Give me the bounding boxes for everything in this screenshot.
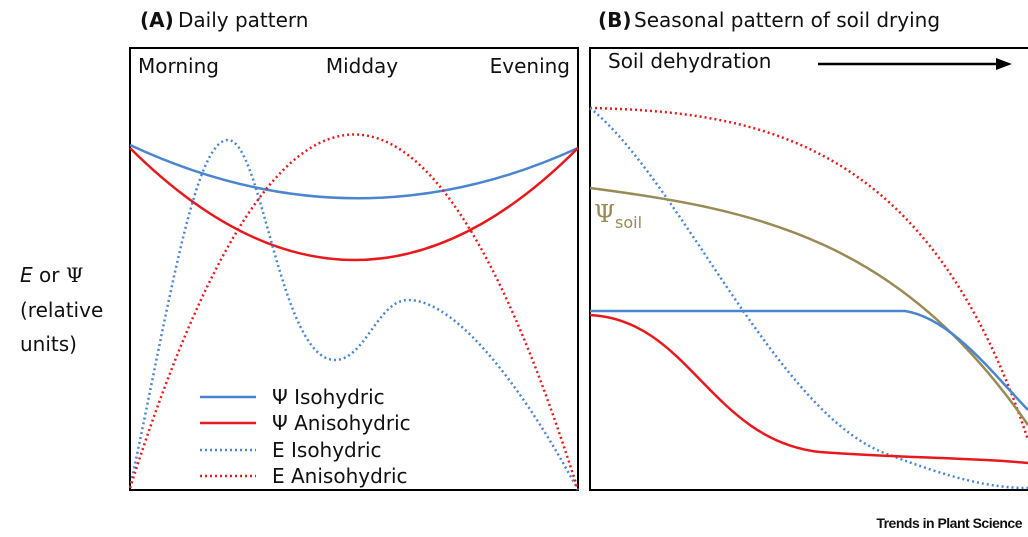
legend-label: E Anisohydric <box>272 464 408 488</box>
curve-psi-iso <box>129 143 579 200</box>
curve-psi-iso <box>590 309 1028 411</box>
legend-label: E Isohydric <box>272 438 382 462</box>
time-label: Morning <box>138 54 219 78</box>
legend-label: Ψ Anisohydric <box>272 411 411 435</box>
curve-e-iso <box>589 107 1028 490</box>
y-label: E or Ψ <box>20 263 83 287</box>
curve-psi-soil <box>589 186 1028 426</box>
curve-e-aniso <box>589 106 1028 441</box>
curve-psi-aniso <box>589 313 1028 465</box>
curve-psi-aniso <box>129 147 579 262</box>
panel-letter: (B) <box>598 8 632 32</box>
time-label: Evening <box>490 54 570 78</box>
curve-e-aniso <box>128 133 580 491</box>
y-label-line: (relative <box>20 298 103 322</box>
y-label-line: units) <box>20 332 77 356</box>
y-label-or: or <box>39 263 60 287</box>
panel-letter: (A) <box>140 8 174 32</box>
arrow-head <box>996 58 1012 70</box>
panel-title: Seasonal pattern of soil drying <box>634 8 940 32</box>
curve-e-iso <box>128 138 580 491</box>
legend-label: Ψ Isohydric <box>272 385 385 409</box>
time-label: Midday <box>326 54 398 78</box>
soil-symbol: Ψ <box>594 200 615 228</box>
y-label-e: E <box>20 263 33 287</box>
soil-curve-label: Ψsoil <box>594 200 642 232</box>
arrow-label: Soil dehydration <box>608 49 771 73</box>
soil-subscript: soil <box>615 213 642 232</box>
panel-frame <box>129 47 579 491</box>
y-label-psi: Ψ <box>66 263 84 287</box>
footer: Trends in Plant Science <box>876 515 1022 531</box>
panel-frame <box>589 47 1028 491</box>
panel-title: Daily pattern <box>178 8 308 32</box>
